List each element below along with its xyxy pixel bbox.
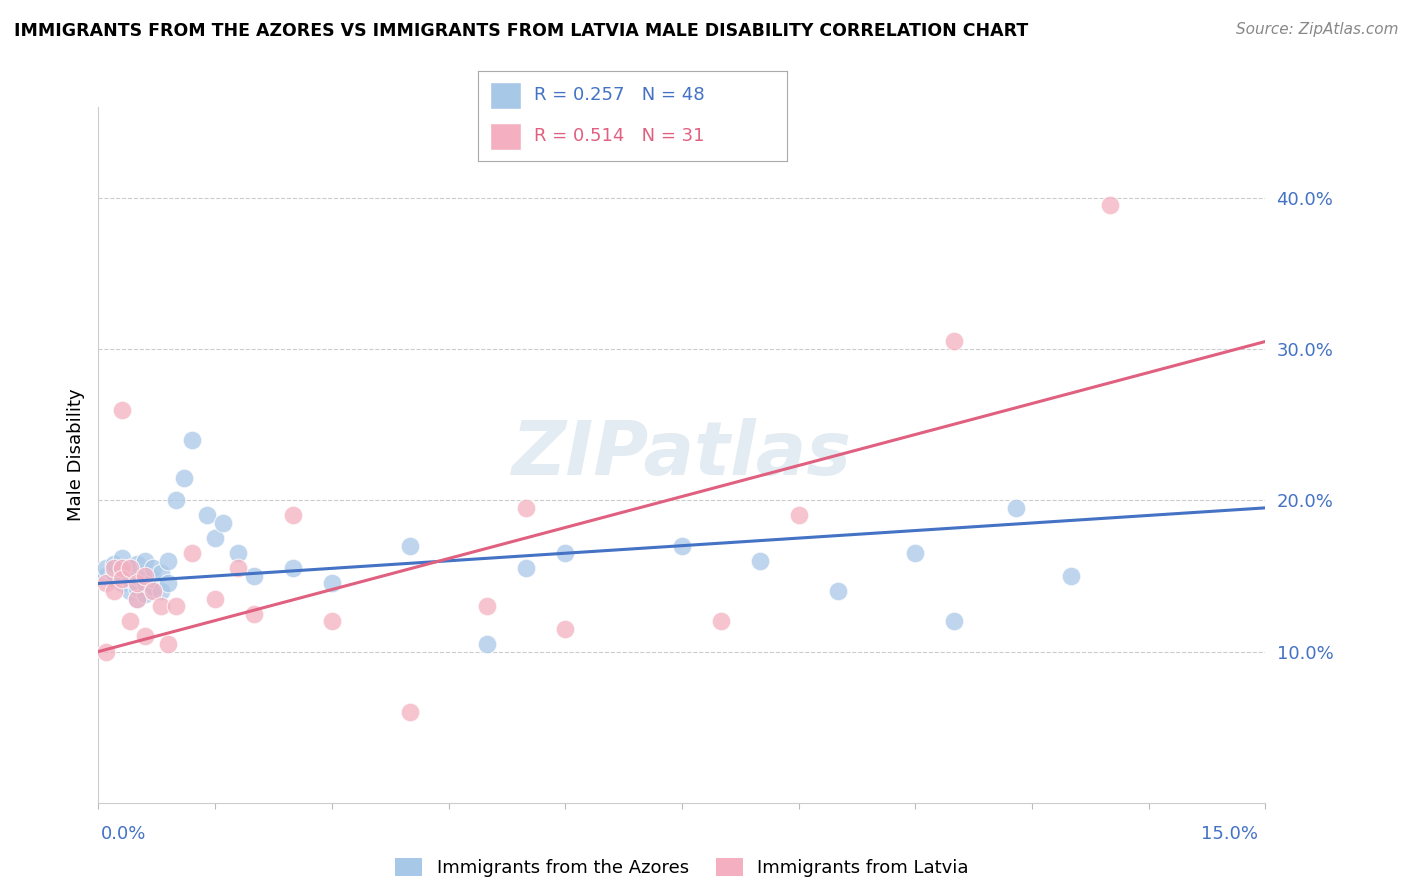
Point bbox=[118, 572, 141, 586]
Text: Source: ZipAtlas.com: Source: ZipAtlas.com bbox=[1236, 22, 1399, 37]
Point bbox=[96, 644, 118, 658]
Point bbox=[321, 615, 343, 629]
Point bbox=[515, 561, 537, 575]
Point bbox=[118, 584, 141, 599]
Text: IMMIGRANTS FROM THE AZORES VS IMMIGRANTS FROM LATVIA MALE DISABILITY CORRELATION: IMMIGRANTS FROM THE AZORES VS IMMIGRANTS… bbox=[14, 22, 1028, 40]
Legend: Immigrants from the Azores, Immigrants from Latvia: Immigrants from the Azores, Immigrants f… bbox=[388, 850, 976, 884]
Point bbox=[127, 591, 149, 606]
Point bbox=[111, 561, 134, 575]
Point bbox=[943, 334, 966, 349]
Point bbox=[134, 569, 156, 583]
Point bbox=[111, 572, 134, 586]
Point bbox=[827, 584, 849, 599]
Point bbox=[204, 591, 226, 606]
Point bbox=[142, 572, 165, 586]
Point bbox=[142, 561, 165, 575]
Point bbox=[111, 550, 134, 565]
Point bbox=[173, 470, 195, 484]
Point bbox=[134, 566, 156, 580]
Point bbox=[228, 546, 250, 560]
Text: 15.0%: 15.0% bbox=[1201, 825, 1258, 843]
Point bbox=[127, 591, 149, 606]
Point bbox=[96, 561, 118, 575]
Point bbox=[134, 576, 156, 591]
Point bbox=[103, 584, 125, 599]
Point bbox=[142, 580, 165, 594]
Point bbox=[180, 546, 202, 560]
Point bbox=[943, 615, 966, 629]
Point bbox=[134, 629, 156, 643]
Point bbox=[477, 637, 499, 651]
Point bbox=[165, 599, 187, 614]
Point bbox=[671, 539, 693, 553]
Point bbox=[157, 637, 180, 651]
Point bbox=[1060, 569, 1083, 583]
Point bbox=[1005, 500, 1028, 515]
Point bbox=[212, 516, 235, 530]
Point bbox=[477, 599, 499, 614]
Point bbox=[787, 508, 810, 523]
Point bbox=[157, 554, 180, 568]
Point bbox=[111, 402, 134, 417]
Point bbox=[118, 561, 141, 575]
Point bbox=[96, 569, 118, 583]
Point bbox=[149, 599, 172, 614]
Text: R = 0.257   N = 48: R = 0.257 N = 48 bbox=[534, 87, 704, 104]
Point bbox=[127, 569, 149, 583]
Bar bbox=[491, 123, 522, 150]
Point bbox=[142, 584, 165, 599]
Point bbox=[118, 615, 141, 629]
Point bbox=[103, 561, 125, 575]
Text: 0.0%: 0.0% bbox=[101, 825, 146, 843]
Point bbox=[228, 561, 250, 575]
Point bbox=[321, 576, 343, 591]
Point bbox=[157, 576, 180, 591]
Point bbox=[180, 433, 202, 447]
Point bbox=[165, 493, 187, 508]
Point bbox=[281, 508, 304, 523]
Point bbox=[103, 566, 125, 580]
Point bbox=[118, 561, 141, 575]
Point bbox=[111, 561, 134, 575]
Bar bbox=[491, 82, 522, 109]
Text: ZIPatlas: ZIPatlas bbox=[512, 418, 852, 491]
Point bbox=[134, 554, 156, 568]
Point bbox=[134, 587, 156, 601]
Point bbox=[243, 569, 266, 583]
Point bbox=[127, 576, 149, 591]
Point bbox=[554, 546, 576, 560]
Point bbox=[748, 554, 770, 568]
Text: R = 0.514   N = 31: R = 0.514 N = 31 bbox=[534, 128, 704, 145]
Point bbox=[554, 622, 576, 636]
Point bbox=[398, 539, 420, 553]
Point bbox=[204, 531, 226, 545]
Point bbox=[1098, 198, 1121, 212]
Point bbox=[398, 705, 420, 719]
Point bbox=[710, 615, 733, 629]
Point bbox=[149, 584, 172, 599]
Point bbox=[103, 572, 125, 586]
Point bbox=[243, 607, 266, 621]
Point bbox=[111, 569, 134, 583]
Point bbox=[195, 508, 218, 523]
Point bbox=[127, 581, 149, 595]
Y-axis label: Male Disability: Male Disability bbox=[66, 389, 84, 521]
Point bbox=[515, 500, 537, 515]
Point bbox=[904, 546, 927, 560]
Point bbox=[111, 576, 134, 591]
Point bbox=[103, 557, 125, 571]
Point bbox=[96, 576, 118, 591]
Point bbox=[281, 561, 304, 575]
Point bbox=[127, 557, 149, 571]
Point bbox=[149, 566, 172, 580]
